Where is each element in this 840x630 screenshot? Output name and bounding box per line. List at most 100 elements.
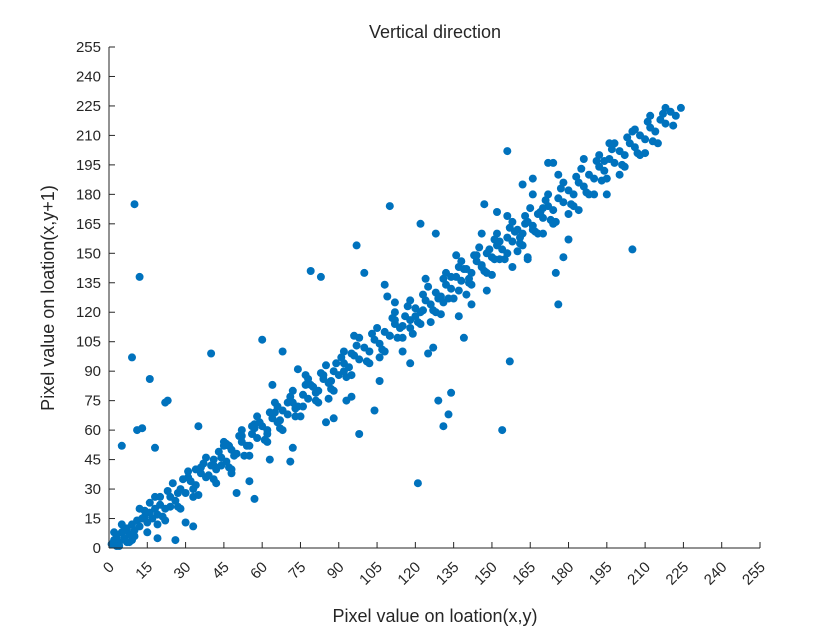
data-point: [477, 229, 486, 238]
data-point: [651, 127, 660, 136]
data-point: [549, 206, 558, 215]
data-point: [564, 210, 573, 218]
data-point: [516, 233, 524, 242]
data-point: [630, 125, 639, 134]
x-tick-label: 105: [356, 559, 386, 589]
data-point: [329, 414, 338, 423]
data-point: [559, 198, 568, 207]
data-point: [439, 422, 448, 431]
data-point: [459, 333, 468, 342]
axes-layer: [108, 47, 760, 549]
data-point: [454, 286, 463, 295]
data-point: [140, 506, 149, 515]
data-point: [245, 441, 254, 450]
y-tick-label: 195: [76, 157, 101, 174]
data-point: [518, 180, 527, 189]
data-point: [528, 190, 537, 199]
chart-title: Vertical direction: [369, 22, 501, 42]
data-point: [209, 455, 218, 464]
data-point: [375, 353, 384, 362]
data-point: [467, 300, 476, 309]
data-point: [120, 526, 129, 535]
data-point: [577, 164, 586, 173]
data-point: [189, 485, 198, 494]
data-point: [549, 158, 558, 167]
data-point: [291, 412, 300, 421]
data-point: [472, 251, 481, 260]
data-point: [230, 451, 239, 460]
x-tick-label: 45: [209, 559, 233, 583]
data-point: [153, 520, 162, 529]
data-point: [181, 489, 190, 497]
data-point: [498, 426, 507, 435]
data-point: [375, 377, 384, 385]
data-point: [189, 522, 198, 531]
y-tick-label: 15: [84, 511, 101, 528]
data-point: [299, 402, 307, 411]
data-point: [163, 487, 172, 495]
data-point: [189, 492, 198, 501]
x-tick-label: 165: [509, 559, 539, 589]
data-point: [368, 329, 376, 338]
data-point: [304, 394, 313, 403]
data-point: [171, 536, 180, 545]
data-point: [227, 469, 236, 478]
data-point: [503, 147, 512, 156]
data-point: [135, 272, 144, 281]
data-point: [572, 172, 581, 181]
data-point: [322, 361, 330, 370]
data-point: [671, 111, 680, 120]
data-point: [347, 349, 356, 358]
data-point: [350, 331, 359, 340]
data-point: [590, 190, 599, 199]
y-tick-label: 180: [76, 186, 101, 203]
data-point: [602, 190, 611, 199]
data-point: [482, 286, 491, 295]
data-point: [268, 380, 277, 389]
data-point: [457, 276, 466, 285]
data-point: [181, 518, 190, 527]
data-point: [184, 473, 193, 482]
data-point: [452, 251, 461, 260]
data-point: [173, 502, 182, 511]
data-point: [122, 538, 131, 547]
data-point: [436, 310, 445, 319]
x-tick-label: 135: [433, 559, 463, 589]
data-point: [352, 241, 361, 250]
y-tick-label: 135: [76, 275, 101, 292]
data-point: [615, 170, 624, 179]
data-point: [115, 542, 124, 550]
data-point: [600, 157, 609, 165]
data-point: [590, 174, 599, 183]
data-point: [600, 166, 609, 175]
x-tick-label: 120: [394, 559, 424, 589]
data-point: [360, 268, 369, 277]
data-point: [643, 117, 652, 126]
data-point: [559, 253, 568, 262]
data-point: [475, 243, 484, 252]
data-point: [332, 359, 341, 368]
data-point: [250, 494, 259, 503]
data-point: [286, 457, 295, 466]
data-point: [569, 190, 578, 199]
data-point: [237, 432, 246, 440]
data-point: [592, 157, 601, 165]
data-point: [413, 479, 422, 488]
y-tick-label: 165: [76, 216, 101, 233]
data-point: [541, 196, 550, 205]
data-point: [459, 265, 468, 273]
data-point: [554, 170, 563, 179]
data-point: [156, 492, 165, 501]
data-point: [628, 245, 637, 254]
data-point: [424, 282, 433, 291]
data-point: [528, 174, 537, 183]
data-point: [324, 394, 333, 403]
data-point: [276, 424, 284, 433]
data-point: [641, 149, 650, 158]
data-point: [521, 212, 530, 220]
data-point: [191, 465, 200, 474]
data-point: [151, 443, 159, 452]
data-point: [447, 388, 456, 397]
data-point: [454, 312, 463, 321]
data-point: [605, 139, 614, 148]
